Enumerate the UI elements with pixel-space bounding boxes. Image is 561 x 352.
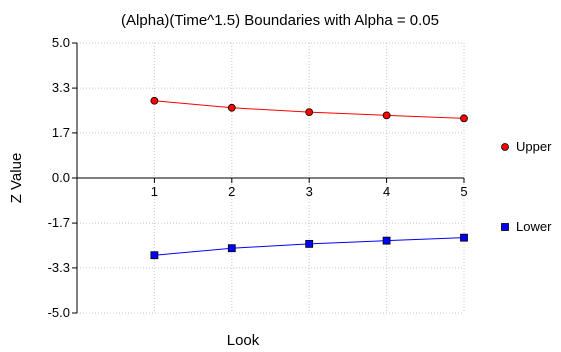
y-tick-label: -3.3 [48,260,70,275]
x-tick-label: 4 [383,184,390,199]
legend-label-lower: Lower [516,219,552,234]
point-upper [460,114,468,123]
point-upper [227,103,236,112]
y-tick-labels: 5.0 3.3 1.7 0.0 -1.7 -3.3 -5.0 [48,35,70,320]
point-lower [227,244,236,253]
y-tick-label: 3.3 [52,80,70,95]
chart-title: (Alpha)(Time^1.5) Boundaries with Alpha … [121,12,439,29]
point-lower [150,251,159,260]
x-tick-labels: 1 2 3 4 5 [151,184,468,199]
point-lower [382,236,391,245]
point-upper [150,96,159,105]
series-group [150,96,468,260]
legend-marker-lower [501,223,509,231]
x-axis-label: Look [227,332,260,349]
y-tick-label: 1.7 [52,125,70,140]
x-tick-label: 5 [460,184,467,199]
point-lower [305,239,314,248]
y-tick-label: 0.0 [52,170,70,185]
point-lower [460,233,468,242]
point-upper [305,108,314,117]
x-tick-label: 1 [151,184,158,199]
legend-marker-upper [501,143,509,151]
y-axis-label: Z Value [8,153,25,204]
axes [72,42,465,314]
point-upper [382,111,391,120]
x-tick-label: 2 [228,184,235,199]
legend: Upper Lower [501,139,552,234]
y-tick-label: -5.0 [48,305,70,320]
y-tick-label: -1.7 [48,215,70,230]
y-tick-label: 5.0 [52,35,70,50]
legend-label-upper: Upper [516,139,552,154]
x-tick-label: 3 [306,184,313,199]
